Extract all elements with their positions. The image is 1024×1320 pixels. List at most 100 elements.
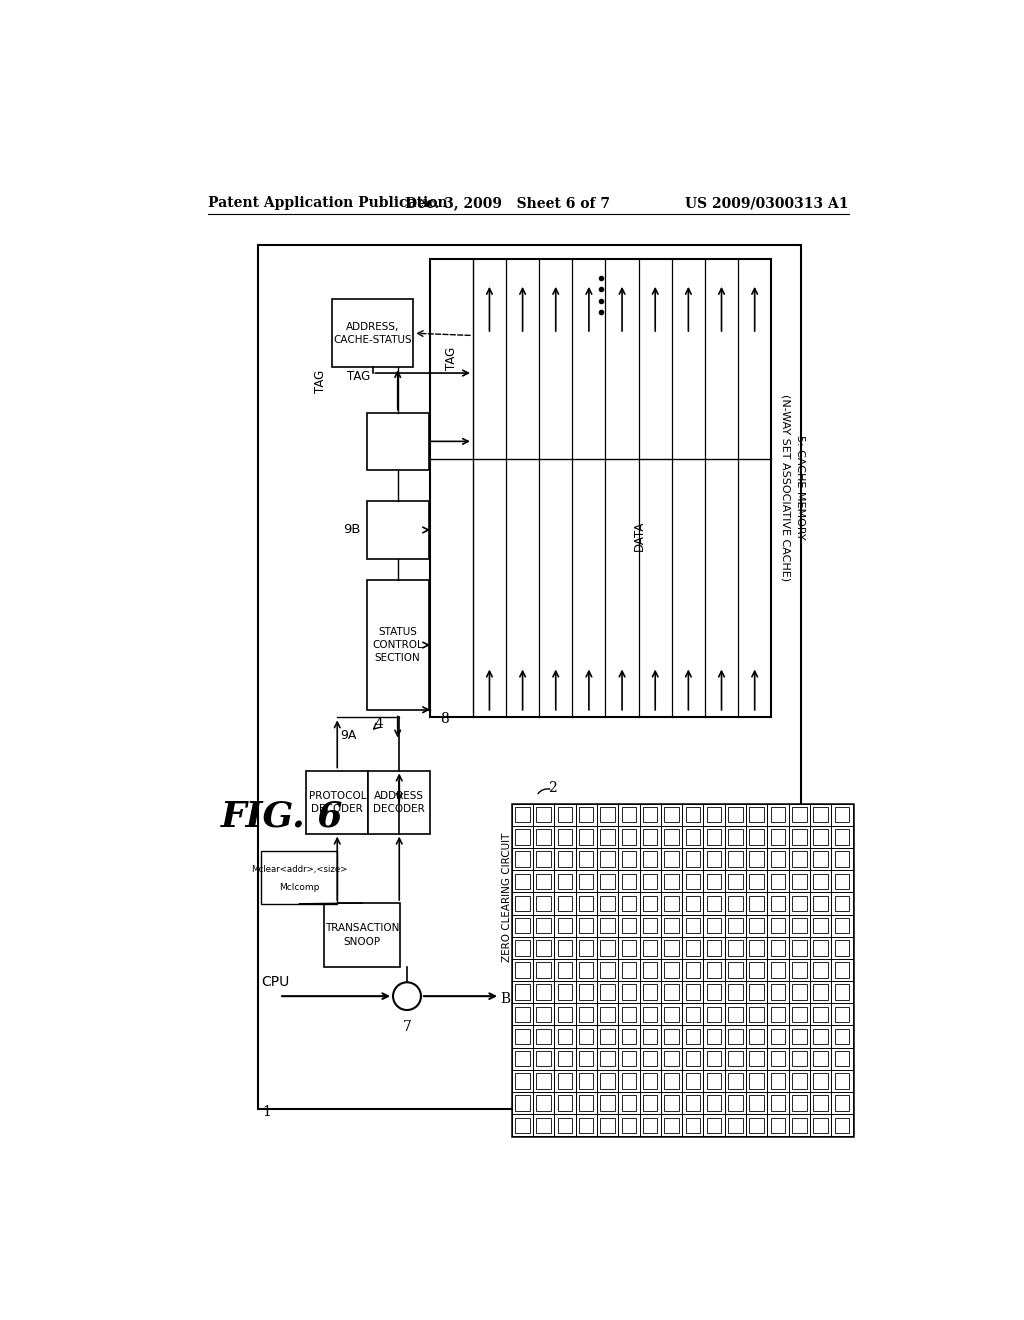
Bar — [622, 1096, 636, 1110]
Bar — [793, 896, 807, 911]
Bar — [618, 1069, 640, 1092]
Bar — [767, 937, 788, 958]
Bar — [788, 937, 810, 958]
Bar — [771, 829, 785, 845]
Bar — [640, 1003, 660, 1026]
Bar — [600, 1007, 614, 1022]
Bar — [532, 1069, 554, 1092]
Text: FIG. 6: FIG. 6 — [221, 800, 343, 834]
Bar — [767, 1114, 788, 1137]
Bar — [558, 985, 572, 999]
Bar — [725, 892, 746, 915]
Bar — [558, 917, 572, 933]
Text: CPU: CPU — [261, 975, 290, 989]
Bar — [579, 985, 594, 999]
Bar — [767, 892, 788, 915]
Bar — [537, 917, 551, 933]
Bar — [682, 826, 703, 847]
Bar — [554, 981, 575, 1003]
Bar — [660, 826, 682, 847]
Bar — [600, 1028, 614, 1044]
Bar — [575, 826, 597, 847]
Bar — [643, 940, 657, 956]
Bar — [665, 1118, 679, 1133]
Bar — [813, 1073, 827, 1089]
Bar — [703, 826, 725, 847]
Bar — [831, 1026, 853, 1048]
Bar — [660, 1092, 682, 1114]
Bar — [750, 896, 764, 911]
Text: 4: 4 — [375, 717, 383, 731]
Bar — [618, 1048, 640, 1069]
Bar — [665, 1028, 679, 1044]
Bar — [640, 958, 660, 981]
Bar — [600, 874, 614, 888]
Bar — [750, 1096, 764, 1110]
Bar — [597, 804, 618, 826]
Bar — [682, 870, 703, 892]
Bar — [532, 1003, 554, 1026]
Bar — [835, 985, 849, 999]
Bar — [558, 1028, 572, 1044]
Bar — [767, 1092, 788, 1114]
Bar — [728, 940, 742, 956]
Bar — [793, 1051, 807, 1067]
Bar — [810, 892, 831, 915]
Bar — [643, 896, 657, 911]
Bar — [746, 826, 767, 847]
Bar — [746, 958, 767, 981]
Bar — [579, 1007, 594, 1022]
Bar — [788, 847, 810, 870]
Bar — [810, 1114, 831, 1137]
Bar — [600, 1051, 614, 1067]
Text: Mclcomp: Mclcomp — [280, 883, 319, 892]
Bar — [554, 804, 575, 826]
Bar — [750, 962, 764, 978]
Bar — [515, 940, 529, 956]
Text: 9B: 9B — [343, 524, 360, 536]
Bar — [579, 1051, 594, 1067]
Bar — [579, 1028, 594, 1044]
Bar — [660, 1114, 682, 1137]
Bar — [640, 1048, 660, 1069]
Bar — [771, 1073, 785, 1089]
Bar — [750, 1073, 764, 1089]
Bar — [512, 847, 532, 870]
Bar — [512, 826, 532, 847]
Bar — [575, 1114, 597, 1137]
Bar — [512, 937, 532, 958]
Bar — [810, 1003, 831, 1026]
Bar — [512, 1003, 532, 1026]
Bar — [558, 1051, 572, 1067]
Text: Dec. 3, 2009   Sheet 6 of 7: Dec. 3, 2009 Sheet 6 of 7 — [406, 197, 610, 210]
Bar — [640, 804, 660, 826]
Bar — [767, 804, 788, 826]
Bar — [618, 937, 640, 958]
Bar — [707, 1051, 721, 1067]
Bar — [831, 892, 853, 915]
Bar — [640, 915, 660, 937]
Bar — [767, 981, 788, 1003]
Bar — [515, 962, 529, 978]
Bar — [643, 1118, 657, 1133]
Bar — [258, 244, 801, 1109]
Bar — [600, 851, 614, 867]
Bar — [813, 1051, 827, 1067]
Bar — [771, 1051, 785, 1067]
Bar — [813, 962, 827, 978]
Bar — [831, 1114, 853, 1137]
Bar — [622, 829, 636, 845]
Bar — [367, 581, 429, 710]
Bar — [831, 847, 853, 870]
Bar — [793, 962, 807, 978]
Bar — [707, 940, 721, 956]
Bar — [537, 851, 551, 867]
Bar — [554, 915, 575, 937]
Bar — [665, 896, 679, 911]
Text: US 2009/0300313 A1: US 2009/0300313 A1 — [685, 197, 849, 210]
Bar — [682, 937, 703, 958]
Bar — [554, 1092, 575, 1114]
Bar — [788, 826, 810, 847]
Bar — [515, 874, 529, 888]
Bar — [600, 962, 614, 978]
